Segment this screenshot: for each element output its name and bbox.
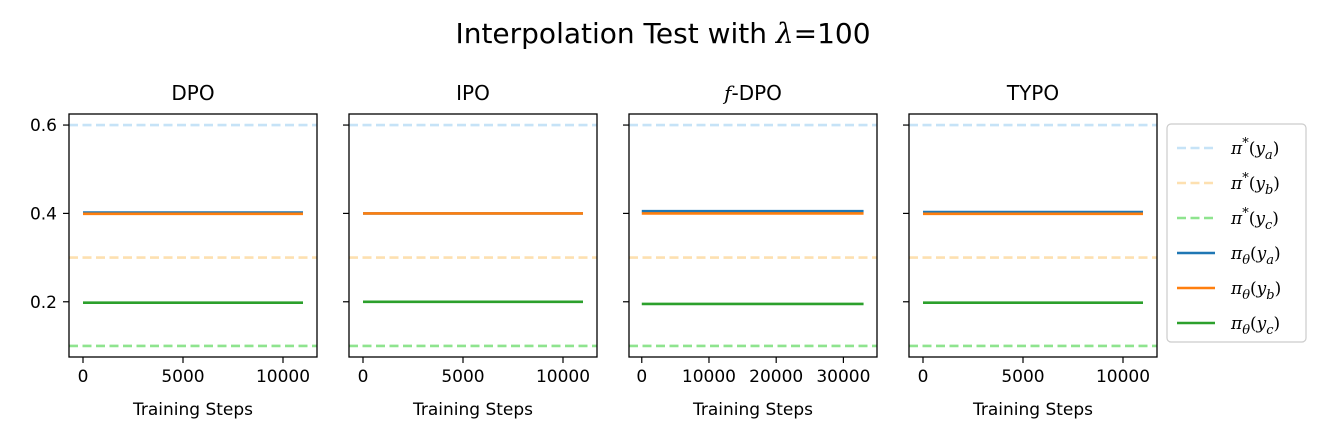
subplot-title: DPO: [171, 81, 214, 105]
title-prefix: Interpolation Test with: [455, 17, 775, 50]
subplot-title: IPO: [456, 81, 490, 105]
x-tick-label: 5000: [441, 367, 484, 387]
y-tick-label: 0.4: [30, 204, 57, 224]
subplot-title: TYPO: [1006, 81, 1059, 105]
axes-frame: [68, 113, 318, 358]
x-tick-label: 0: [918, 367, 929, 387]
legend-label: π*(ya): [1230, 136, 1279, 163]
x-tick-label: 30000: [816, 367, 870, 387]
axes-frame: [628, 113, 878, 358]
x-axis-label: Training Steps: [132, 400, 253, 420]
x-tick-label: 0: [358, 367, 369, 387]
legend-item-3: πθ(ya): [1177, 244, 1281, 268]
subplot-0: DPO 0 5000 10000 0.2 0.4 0.6 Training Steps: [30, 81, 318, 420]
x-axis-label: Training Steps: [412, 400, 533, 420]
x-tick-label: 10000: [682, 367, 736, 387]
legend: π*(ya) π*(yb) π*(yc) πθ(ya) πθ(yb) πθ(yc): [1166, 123, 1307, 343]
x-tick-label: 20000: [749, 367, 803, 387]
legend-label: π*(yc): [1230, 206, 1279, 233]
legend-item-4: πθ(yb): [1177, 279, 1281, 303]
x-tick-label: 10000: [536, 367, 590, 387]
legend-label: πθ(yb): [1230, 279, 1281, 303]
figure-title: Interpolation Test with λ=100: [455, 17, 870, 50]
subplot-title: f-DPO: [722, 81, 782, 105]
x-tick-label: 5000: [161, 367, 204, 387]
title-lambda: λ: [775, 17, 794, 50]
x-tick-label: 0: [78, 367, 89, 387]
legend-label: πθ(ya): [1230, 244, 1281, 268]
subplots: DPO 0 5000 10000 0.2 0.4 0.6 Training Steps IPO 0…: [30, 81, 1158, 420]
x-tick-label: 10000: [1096, 367, 1150, 387]
y-tick-label: 0.2: [30, 293, 57, 313]
y-tick-label: 0.6: [30, 116, 57, 136]
axes-frame: [908, 113, 1158, 358]
x-tick-label: 5000: [1001, 367, 1044, 387]
legend-label: πθ(yc): [1230, 314, 1280, 338]
legend-item-0: π*(ya): [1177, 136, 1279, 163]
legend-item-5: πθ(yc): [1177, 314, 1280, 338]
x-tick-label: 0: [636, 367, 647, 387]
x-tick-label: 10000: [256, 367, 310, 387]
title-suffix: =100: [794, 17, 871, 50]
axes-frame: [348, 113, 598, 358]
legend-label: π*(yb): [1230, 171, 1280, 198]
x-axis-label: Training Steps: [972, 400, 1093, 420]
legend-item-1: π*(yb): [1177, 171, 1280, 198]
legend-item-2: π*(yc): [1177, 206, 1279, 233]
x-axis-label: Training Steps: [692, 400, 813, 420]
